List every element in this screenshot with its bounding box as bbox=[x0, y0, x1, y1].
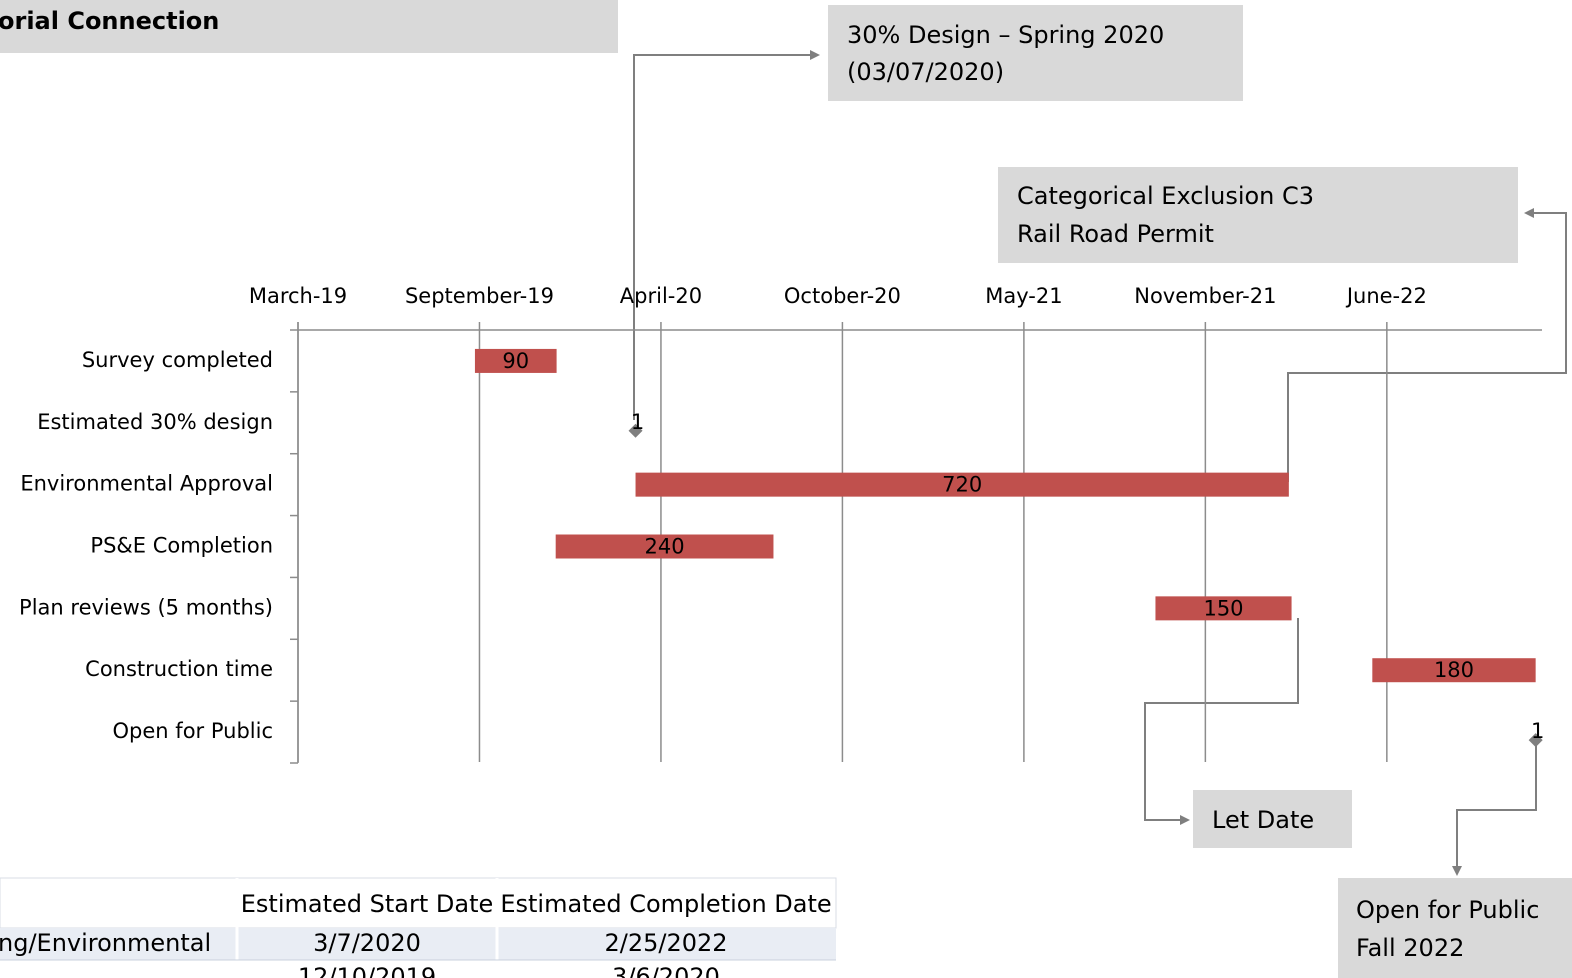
connector bbox=[633, 50, 820, 420]
bar-label: 90 bbox=[502, 349, 529, 373]
title-box bbox=[0, 0, 618, 53]
callout-box bbox=[1193, 790, 1352, 848]
bar bbox=[1155, 596, 1292, 621]
task-label: Open for Public bbox=[113, 719, 273, 743]
bar-label: 150 bbox=[1203, 596, 1243, 620]
task-label: Survey completed bbox=[82, 348, 273, 372]
callout-text: Fall 2022 bbox=[1356, 934, 1464, 962]
bar bbox=[474, 348, 557, 373]
callout-text: 30% Design – Spring 2020 bbox=[847, 21, 1164, 49]
task-label: Construction time bbox=[85, 657, 273, 681]
callout-text: Rail Road Permit bbox=[1017, 220, 1214, 248]
task-label: Environmental Approval bbox=[20, 472, 273, 496]
x-tick-label: April-20 bbox=[620, 284, 702, 308]
bar-label: 180 bbox=[1434, 658, 1474, 682]
table-cell: 3/6/2020 bbox=[612, 963, 720, 978]
milestone bbox=[628, 423, 643, 438]
bar-label: 240 bbox=[645, 535, 685, 559]
x-tick-label: October-20 bbox=[784, 284, 901, 308]
bar bbox=[555, 534, 774, 559]
table-cell: 12/10/2019 bbox=[298, 963, 436, 978]
milestone bbox=[1528, 733, 1543, 748]
table-header-cell: Estimated Start Date bbox=[241, 890, 494, 918]
task-label: Estimated 30% design bbox=[37, 410, 273, 434]
bar-label: 1 bbox=[1531, 719, 1544, 743]
table-cell: ng/Environmental bbox=[0, 929, 211, 957]
table-header-cell: Estimated Completion Date bbox=[500, 890, 831, 918]
connector bbox=[1452, 740, 1537, 876]
bar bbox=[635, 472, 1289, 497]
x-tick-label: March-19 bbox=[249, 284, 347, 308]
x-tick-label: November-21 bbox=[1134, 284, 1276, 308]
callout-text: (03/07/2020) bbox=[847, 58, 1004, 86]
connector bbox=[1144, 618, 1299, 825]
bar bbox=[1372, 658, 1536, 683]
table-cell: 3/7/2020 bbox=[313, 929, 421, 957]
callout-box bbox=[828, 5, 1243, 101]
task-label: PS&E Completion bbox=[90, 534, 273, 558]
table-row bbox=[0, 960, 836, 978]
callout-text: Categorical Exclusion C3 bbox=[1017, 182, 1314, 210]
table-cell: 2/25/2022 bbox=[604, 929, 727, 957]
table-row bbox=[0, 928, 836, 960]
callout-text: Open for Public bbox=[1356, 896, 1539, 924]
bar-label: 720 bbox=[942, 473, 982, 497]
callout-box bbox=[1338, 878, 1572, 978]
bar-label: 1 bbox=[631, 410, 644, 434]
callout-text: Let Date bbox=[1212, 806, 1314, 834]
connector bbox=[1287, 208, 1567, 482]
task-label: Plan reviews (5 months) bbox=[19, 595, 273, 619]
x-tick-label: June-22 bbox=[1345, 284, 1427, 308]
x-tick-label: May-21 bbox=[985, 284, 1062, 308]
title: orial Connection bbox=[0, 7, 219, 35]
callout-box bbox=[998, 167, 1518, 263]
x-tick-label: September-19 bbox=[405, 284, 554, 308]
